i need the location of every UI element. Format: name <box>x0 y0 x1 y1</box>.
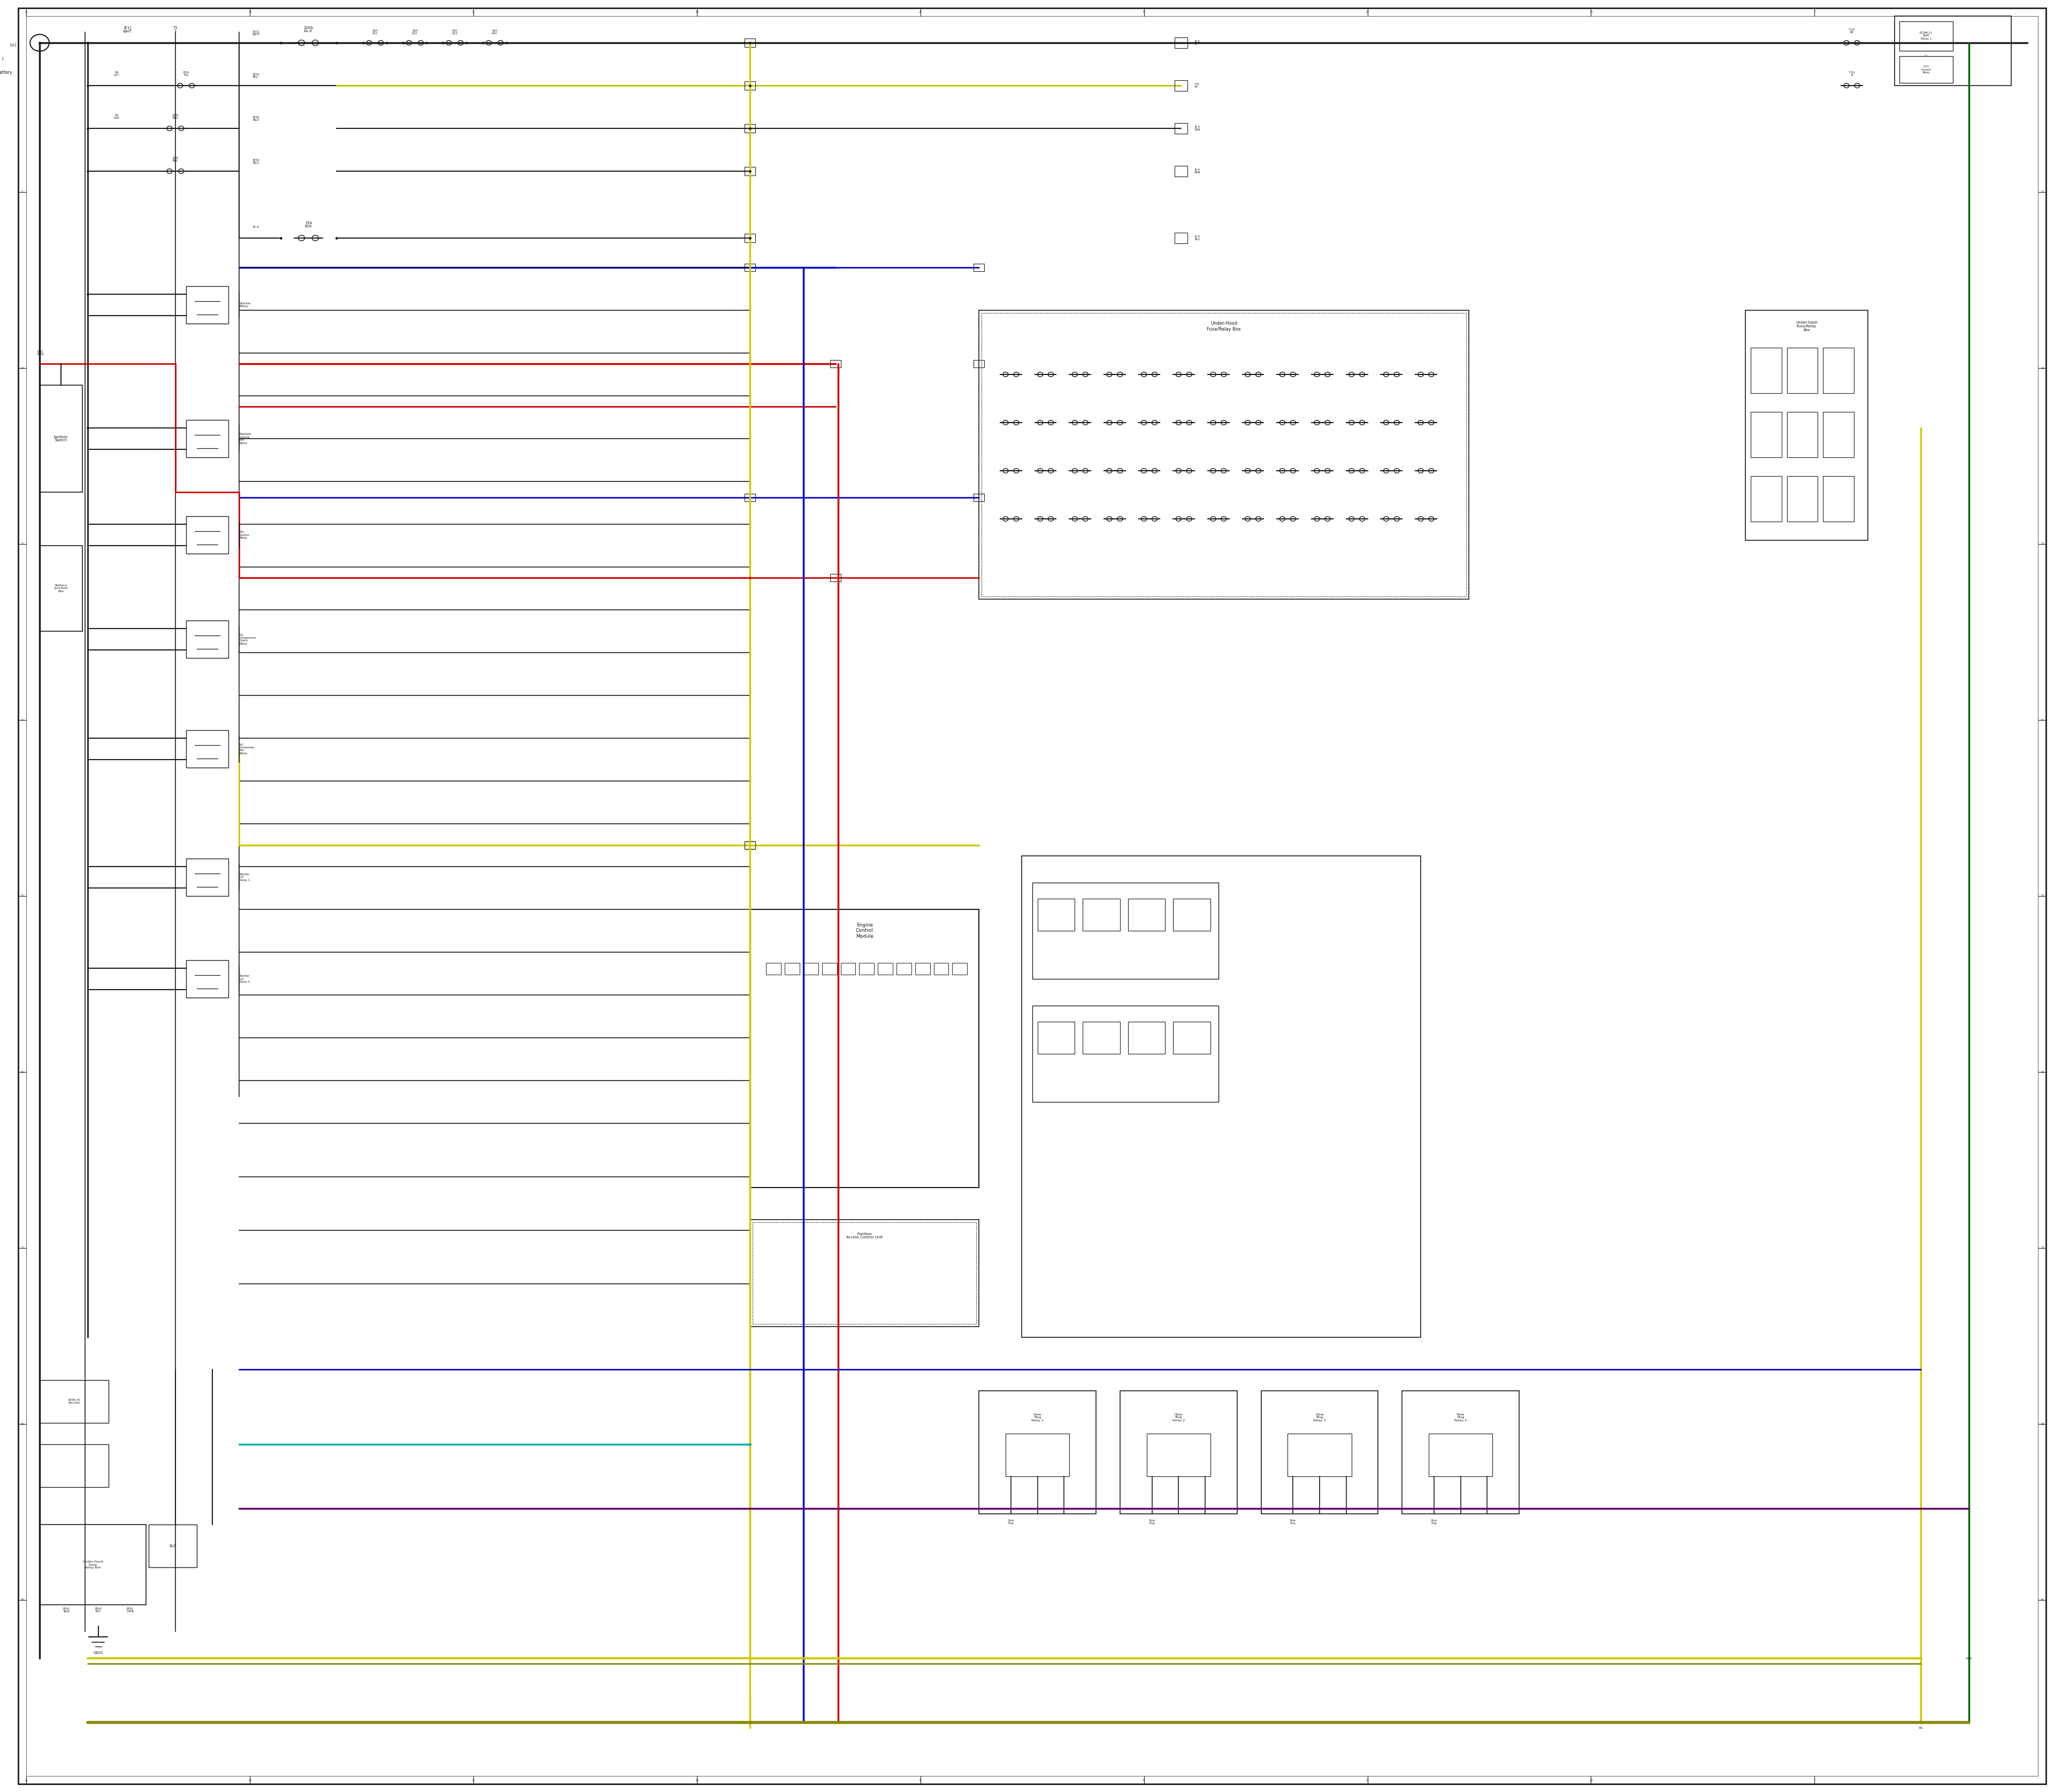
Bar <box>1900 22 1953 50</box>
Bar <box>1146 1434 1210 1477</box>
Text: Fan
Control
Relay: Fan Control Relay <box>238 530 251 539</box>
Bar <box>746 167 756 176</box>
Text: L1: L1 <box>1925 56 1929 57</box>
Text: Glow
Plug: Glow Plug <box>1009 1520 1015 1525</box>
Bar <box>39 1525 146 1606</box>
Bar <box>1033 883 1218 978</box>
Bar <box>1824 477 1855 521</box>
Text: 4: 4 <box>2042 719 2044 722</box>
Text: Starter
Cut
Relay 1: Starter Cut Relay 1 <box>238 873 251 882</box>
Text: 16A
A21: 16A A21 <box>372 29 378 34</box>
Bar <box>1128 1021 1165 1054</box>
Text: A/C
Compressor
Clutch
Relay: A/C Compressor Clutch Relay <box>238 633 257 645</box>
Text: Glow
Plug
Relay 1: Glow Plug Relay 1 <box>1031 1414 1043 1421</box>
Bar <box>1288 1434 1352 1477</box>
Bar <box>1750 348 1781 392</box>
Bar <box>980 1391 1097 1514</box>
Text: Radiator
Cooling
Fan
Relay: Radiator Cooling Fan Relay <box>238 434 253 444</box>
Text: IE-5
B: IE-5 B <box>1195 39 1200 45</box>
Text: T1
1: T1 1 <box>173 27 179 32</box>
Bar <box>1175 233 1187 244</box>
Bar <box>746 81 756 90</box>
Bar <box>1175 38 1187 48</box>
Bar <box>859 962 875 975</box>
Bar <box>746 840 756 849</box>
Text: 9: 9 <box>21 1598 23 1602</box>
Bar <box>746 263 756 271</box>
Text: [E4]
ORN: [E4] ORN <box>127 1607 134 1613</box>
Text: 7.5A
B: 7.5A B <box>1849 72 1855 77</box>
Text: E: E <box>920 11 922 13</box>
Text: Glow
Plug
Relay 3: Glow Plug Relay 3 <box>1313 1414 1325 1421</box>
Text: [E4]
YEL: [E4] YEL <box>94 1607 101 1613</box>
Bar <box>187 961 228 998</box>
Bar <box>1787 412 1818 457</box>
Bar <box>1894 16 2011 86</box>
Text: 5: 5 <box>2042 894 2044 898</box>
Text: 16A
A22: 16A A22 <box>413 29 417 34</box>
Bar <box>982 314 1467 597</box>
Text: GT-5
Current
Relay: GT-5 Current Relay <box>1920 65 1931 73</box>
Text: 15A
A16: 15A A16 <box>304 220 312 228</box>
Text: [E4]
YEL: [E4] YEL <box>183 72 189 77</box>
Text: A/C
Condenser
Fan
Relay: A/C Condenser Fan Relay <box>238 744 255 754</box>
Bar <box>830 573 840 581</box>
Text: 5A
A26: 5A A26 <box>113 113 119 120</box>
Text: H: H <box>1590 1779 1592 1781</box>
Bar <box>39 385 82 493</box>
Text: 3: 3 <box>2042 543 2044 545</box>
Bar <box>935 962 949 975</box>
Text: [E4]
BLU: [E4] BLU <box>173 156 179 163</box>
Text: 1: 1 <box>21 190 23 194</box>
Bar <box>1033 1005 1218 1102</box>
Text: IE-4: IE-4 <box>253 226 259 231</box>
Bar <box>39 545 82 631</box>
Bar <box>766 962 781 975</box>
Bar <box>1430 1434 1493 1477</box>
Text: 6: 6 <box>2042 1070 2044 1073</box>
Bar <box>1900 56 1953 82</box>
Bar <box>953 962 967 975</box>
Text: Starter
Relay: Starter Relay <box>238 303 251 308</box>
Text: C: C <box>472 1779 474 1781</box>
Bar <box>840 962 857 975</box>
Bar <box>1750 412 1781 457</box>
Bar <box>187 287 228 324</box>
Text: 9: 9 <box>2042 1598 2044 1602</box>
Bar <box>746 233 756 242</box>
Text: Glow
Plug
Relay 2: Glow Plug Relay 2 <box>1173 1414 1185 1421</box>
Text: IE-4
BLU: IE-4 BLU <box>1195 235 1200 240</box>
Bar <box>974 360 984 367</box>
Text: 7.5A
B2: 7.5A B2 <box>1849 29 1855 34</box>
Bar <box>187 419 228 457</box>
Text: ELD: ELD <box>168 1545 177 1548</box>
Text: A: A <box>25 1779 27 1781</box>
Text: D: D <box>696 11 698 13</box>
Bar <box>1175 124 1187 134</box>
Text: 5: 5 <box>21 894 23 898</box>
Text: Under-Hood
Fuse/Relay Box: Under-Hood Fuse/Relay Box <box>1206 321 1241 332</box>
Bar <box>1173 898 1210 930</box>
Text: E: E <box>920 1779 922 1781</box>
Text: GS01: GS01 <box>92 1650 103 1654</box>
Text: 7: 7 <box>2042 1247 2044 1249</box>
Text: Starter
Cut
Relay 2: Starter Cut Relay 2 <box>238 975 251 984</box>
Text: 1: 1 <box>2042 190 2044 194</box>
Text: [E4]
BLU: [E4] BLU <box>173 113 179 120</box>
Bar <box>746 842 756 849</box>
Bar <box>1261 1391 1378 1514</box>
Text: 8: 8 <box>2042 1423 2044 1425</box>
Text: (+): (+) <box>10 43 16 48</box>
Text: 2: 2 <box>2042 367 2044 369</box>
Text: 7: 7 <box>21 1247 23 1249</box>
Text: [E1]
WHT: [E1] WHT <box>253 30 261 36</box>
Bar <box>746 124 756 133</box>
Text: Battery: Battery <box>0 70 12 75</box>
Bar <box>803 962 817 975</box>
Bar <box>1824 348 1855 392</box>
Bar <box>1403 1391 1520 1514</box>
Text: Glow
Plug: Glow Plug <box>1148 1520 1154 1525</box>
Bar <box>1082 1021 1119 1054</box>
Bar <box>785 962 799 975</box>
Text: GRN: GRN <box>1966 1658 1972 1659</box>
